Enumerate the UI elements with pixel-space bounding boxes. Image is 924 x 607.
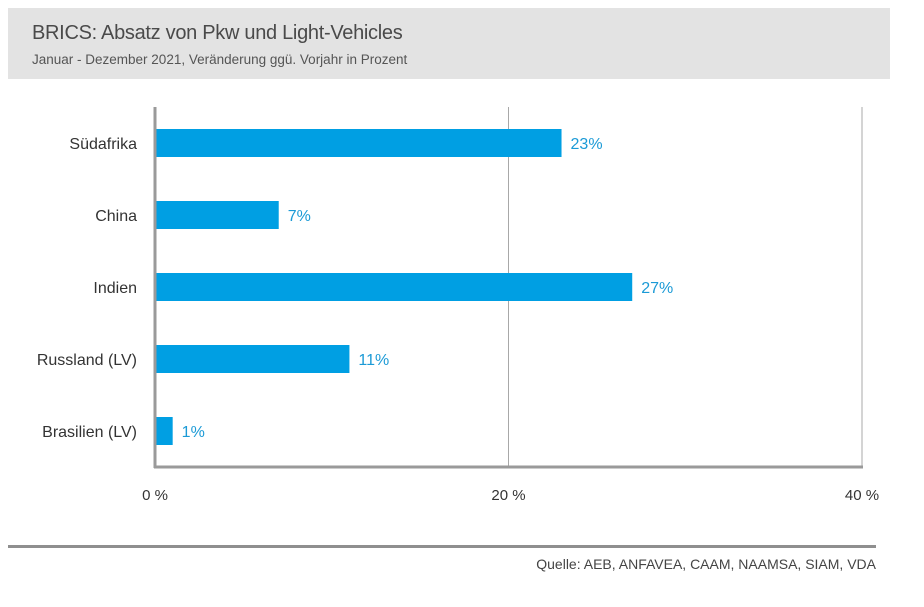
x-tick-label: 40 % xyxy=(845,487,879,504)
data-label: 23% xyxy=(571,136,603,153)
data-label: 1% xyxy=(182,424,205,441)
bar xyxy=(156,417,173,445)
bar xyxy=(156,345,350,373)
data-label: 7% xyxy=(288,208,311,225)
bar xyxy=(156,273,633,301)
category-label: Indien xyxy=(93,280,137,297)
x-tick-label: 20 % xyxy=(491,487,525,504)
chart-header: BRICS: Absatz von Pkw und Light-Vehicles… xyxy=(8,8,890,79)
bottom-divider xyxy=(8,545,876,548)
chart-subtitle: Januar - Dezember 2021, Veränderung ggü.… xyxy=(32,52,408,67)
category-label: Russland (LV) xyxy=(37,352,137,369)
data-label: 11% xyxy=(358,352,389,369)
category-label: Brasilien (LV) xyxy=(42,424,137,441)
bar-chart: 0 % 20 % 40 % Südafrika 23% China 7% Indien 27% R… xyxy=(37,107,879,504)
source-note: Quelle: AEB, ANFAVEA, CAAM, NAAMSA, SIAM… xyxy=(536,556,876,572)
x-tick-label: 0 % xyxy=(142,487,168,504)
data-label: 27% xyxy=(641,280,673,297)
chart-title: BRICS: Absatz von Pkw und Light-Vehicles xyxy=(32,22,403,44)
bar xyxy=(156,129,562,157)
category-label: China xyxy=(95,208,137,225)
bar xyxy=(156,201,279,229)
category-label: Südafrika xyxy=(69,136,137,153)
